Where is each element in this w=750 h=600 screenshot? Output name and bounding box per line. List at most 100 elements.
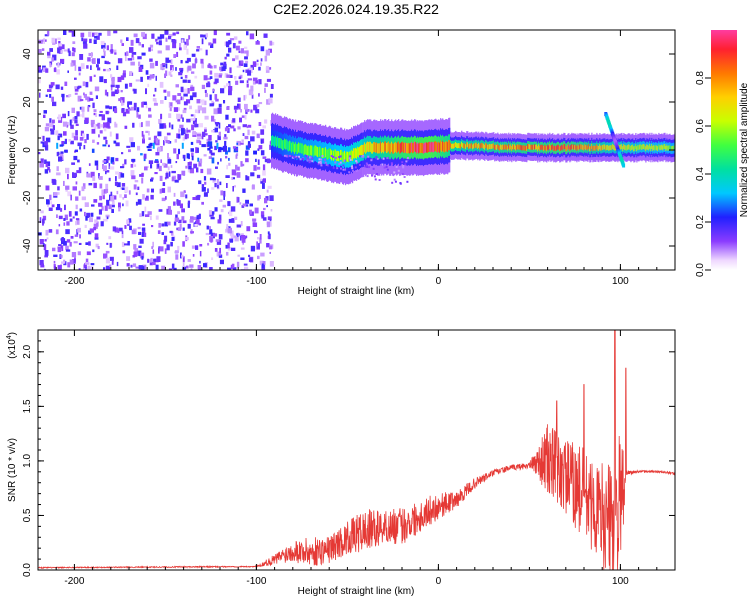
band-cell	[396, 143, 398, 154]
noise-cell	[215, 123, 218, 127]
noise-cell	[260, 179, 264, 184]
noise-cell	[227, 267, 231, 270]
noise-cell	[111, 78, 115, 85]
noise-cell	[93, 74, 96, 77]
noise-cell	[161, 188, 166, 193]
noise-cell	[133, 184, 137, 190]
band-cell	[430, 142, 432, 153]
band-cell	[293, 155, 296, 158]
band-cell	[334, 161, 337, 164]
band-cell	[653, 144, 655, 150]
noise-cell	[89, 76, 93, 82]
noise-cell	[47, 53, 51, 59]
band-cell	[367, 155, 370, 158]
band-cell	[566, 146, 568, 152]
band-cell	[660, 145, 662, 151]
band-cell	[336, 151, 338, 162]
noise-cell	[201, 135, 204, 140]
band-cell	[504, 144, 506, 150]
noise-cell	[91, 122, 94, 128]
noise-cell	[208, 156, 212, 159]
band-cell	[546, 146, 548, 152]
noise-cell	[121, 43, 124, 46]
noise-cell	[147, 148, 152, 151]
noise-cell	[71, 252, 77, 258]
band-cell	[464, 143, 466, 149]
band-cell	[482, 143, 484, 149]
noise-cell	[239, 117, 242, 123]
noise-cell	[70, 236, 74, 239]
band-cell	[318, 147, 320, 158]
noise-cell	[110, 195, 115, 202]
noise-cell	[102, 165, 107, 172]
noise-cell	[205, 93, 208, 98]
noise-cell	[240, 142, 244, 145]
noise-cell	[183, 107, 187, 111]
band-cell	[498, 145, 500, 150]
noise-cell	[106, 159, 109, 164]
noise-cell	[150, 215, 152, 221]
band-cell	[357, 146, 359, 157]
noise-cell	[186, 48, 189, 55]
noise-cell	[57, 204, 61, 209]
noise-cell	[258, 122, 262, 126]
noise-cell	[211, 257, 214, 260]
noise-cell	[48, 207, 53, 211]
x-tick-label: 100	[612, 276, 629, 287]
band-cell	[436, 141, 438, 152]
band-cell	[505, 144, 507, 150]
band-cell	[547, 144, 549, 150]
noise-cell	[130, 142, 135, 148]
noise-cell	[44, 239, 47, 242]
noise-cell	[74, 116, 78, 120]
noise-cell	[205, 33, 208, 38]
noise-cell	[128, 190, 131, 195]
band-cell	[298, 142, 300, 153]
band-cell	[585, 145, 587, 151]
noise-cell	[193, 163, 198, 169]
noise-cell	[83, 145, 86, 150]
noise-cell	[87, 96, 91, 102]
noise-cell	[243, 263, 248, 266]
noise-cell	[210, 216, 215, 220]
noise-cell	[176, 227, 179, 231]
noise-cell	[242, 203, 247, 207]
noise-cell	[152, 142, 155, 149]
band-cell	[366, 175, 369, 178]
noise-cell	[110, 84, 113, 91]
noise-cell	[162, 182, 166, 186]
band-cell	[597, 145, 599, 151]
noise-cell	[225, 155, 228, 159]
noise-cell	[57, 37, 61, 41]
noise-cell	[137, 199, 142, 205]
noise-cell	[190, 148, 194, 152]
noise-cell	[191, 53, 196, 57]
noise-cell	[183, 88, 188, 94]
noise-cell	[229, 67, 232, 74]
noise-cell	[133, 88, 137, 94]
noise-cell	[226, 164, 228, 170]
noise-cell	[99, 110, 103, 113]
noise-cell	[230, 206, 236, 212]
noise-cell	[115, 142, 120, 147]
band-cell	[372, 143, 374, 154]
noise-cell	[213, 65, 217, 69]
x-tick-label: 100	[612, 576, 629, 587]
noise-cell	[234, 109, 237, 114]
band-cell	[312, 145, 314, 156]
band-cell	[383, 143, 385, 154]
band-cell	[611, 145, 613, 151]
noise-cell	[75, 196, 79, 201]
noise-cell	[107, 117, 112, 124]
noise-cell	[258, 194, 261, 199]
noise-cell	[164, 136, 168, 142]
noise-cell	[235, 55, 239, 60]
noise-cell	[177, 211, 180, 215]
noise-cell	[180, 86, 184, 93]
noise-cell	[208, 42, 212, 46]
noise-cell	[229, 38, 235, 41]
noise-cell	[90, 171, 95, 178]
band-cell	[412, 143, 414, 154]
band-cell	[662, 145, 664, 151]
noise-cell	[92, 249, 95, 253]
